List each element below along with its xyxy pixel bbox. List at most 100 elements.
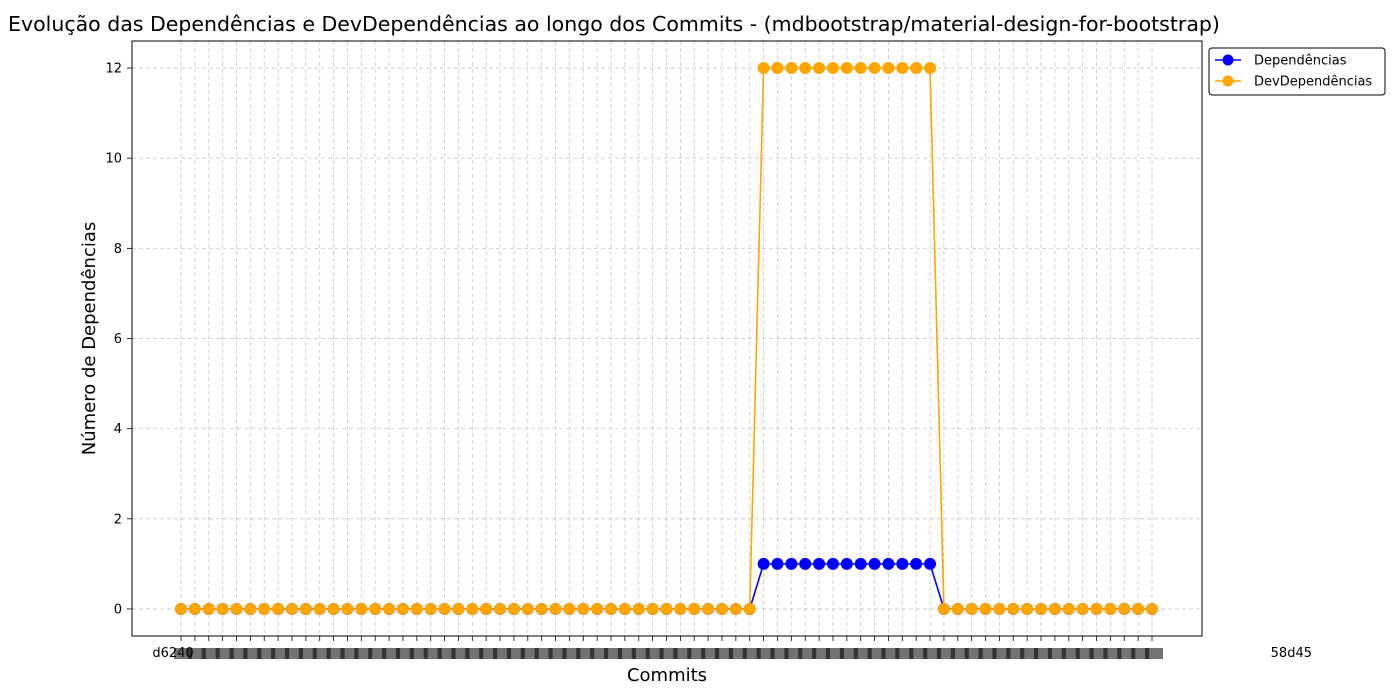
data-point [882, 557, 895, 570]
x-tick-label [451, 648, 470, 659]
data-point [674, 602, 687, 615]
data-point [965, 602, 978, 615]
data-point [937, 602, 950, 615]
x-tick-label [590, 648, 609, 659]
x-tick-label [839, 648, 858, 659]
x-tick-label [562, 648, 581, 659]
data-point [299, 602, 312, 615]
x-tick-label [1103, 648, 1122, 659]
data-point [729, 602, 742, 615]
x-tick-label [687, 648, 706, 659]
data-point [896, 557, 909, 570]
x-tick-label [923, 648, 942, 659]
data-point [1007, 602, 1020, 615]
data-point [507, 602, 520, 615]
data-point [410, 602, 423, 615]
data-point [577, 602, 590, 615]
x-tick-label [673, 648, 692, 659]
x-tick-label [174, 648, 192, 659]
data-point [757, 62, 770, 75]
data-point [618, 602, 631, 615]
x-tick-label [1047, 648, 1066, 659]
data-point [1090, 602, 1103, 615]
data-point [757, 557, 770, 570]
data-point [826, 557, 839, 570]
x-tick-label [409, 648, 428, 659]
data-point [785, 557, 798, 570]
data-point [910, 62, 923, 75]
legend-marker [1222, 75, 1234, 87]
x-tick-label-last: 58d45 [1271, 646, 1312, 661]
x-tick-label [312, 648, 331, 659]
x-tick-label [1089, 648, 1108, 659]
data-point [1146, 602, 1158, 615]
x-tick-label [534, 648, 553, 659]
data-point [868, 557, 881, 570]
x-tick-label [437, 648, 456, 659]
x-tick-label [423, 648, 442, 659]
data-point [341, 602, 354, 615]
x-tick-label [742, 648, 761, 659]
x-tick-label [867, 648, 886, 659]
data-point [868, 62, 881, 75]
data-point [826, 62, 839, 75]
legend-box [1208, 47, 1386, 96]
x-tick-label [964, 648, 983, 659]
y-tick-label: 4 [114, 422, 122, 437]
data-point [230, 602, 243, 615]
data-point [188, 602, 201, 615]
x-tick-label [978, 648, 997, 659]
x-tick-label [604, 648, 623, 659]
x-tick-label [395, 648, 414, 659]
data-point [521, 602, 534, 615]
data-point [1021, 602, 1034, 615]
data-point [563, 602, 576, 615]
y-tick-label: 8 [114, 242, 122, 257]
x-tick-label [936, 648, 955, 659]
data-point [591, 602, 604, 615]
data-point [896, 62, 909, 75]
x-tick-label [617, 648, 636, 659]
x-tick-label [326, 648, 345, 659]
data-point [244, 602, 257, 615]
x-tick-label [1020, 648, 1039, 659]
chart-title: Evolução das Dependências e DevDependênc… [8, 12, 1220, 36]
y-tick-label: 0 [114, 602, 122, 617]
x-tick-label [520, 648, 539, 659]
data-point [799, 557, 812, 570]
x-tick-label [853, 648, 872, 659]
data-point [840, 62, 853, 75]
data-point [396, 602, 409, 615]
data-point [1118, 602, 1131, 615]
data-point [979, 602, 992, 615]
data-point [840, 557, 853, 570]
x-tick-label [812, 648, 831, 659]
x-tick-label [506, 648, 525, 659]
x-tick-label [784, 648, 803, 659]
series-devdependencias [175, 62, 1158, 615]
data-point [660, 602, 673, 615]
x-tick-label [798, 648, 817, 659]
x-tick-label [659, 648, 678, 659]
x-tick-label [895, 648, 914, 659]
data-point [910, 557, 923, 570]
data-point [424, 602, 437, 615]
data-point [327, 602, 340, 615]
x-axis-label: Commits [627, 665, 707, 686]
data-point [1062, 602, 1075, 615]
y-axis: 0 2 4 6 8 10 12 [105, 62, 132, 617]
x-tick-label [243, 648, 262, 659]
grid-lines [132, 41, 1202, 636]
x-tick-label [756, 648, 775, 659]
data-point [813, 557, 826, 570]
x-tick-label [1145, 648, 1163, 659]
x-tick-label [1117, 648, 1136, 659]
data-point [1104, 602, 1117, 615]
data-point [1076, 602, 1089, 615]
data-point [452, 602, 465, 615]
x-tick-label [548, 648, 567, 659]
x-tick-label [368, 648, 387, 659]
data-point [605, 602, 618, 615]
data-point [743, 602, 756, 615]
